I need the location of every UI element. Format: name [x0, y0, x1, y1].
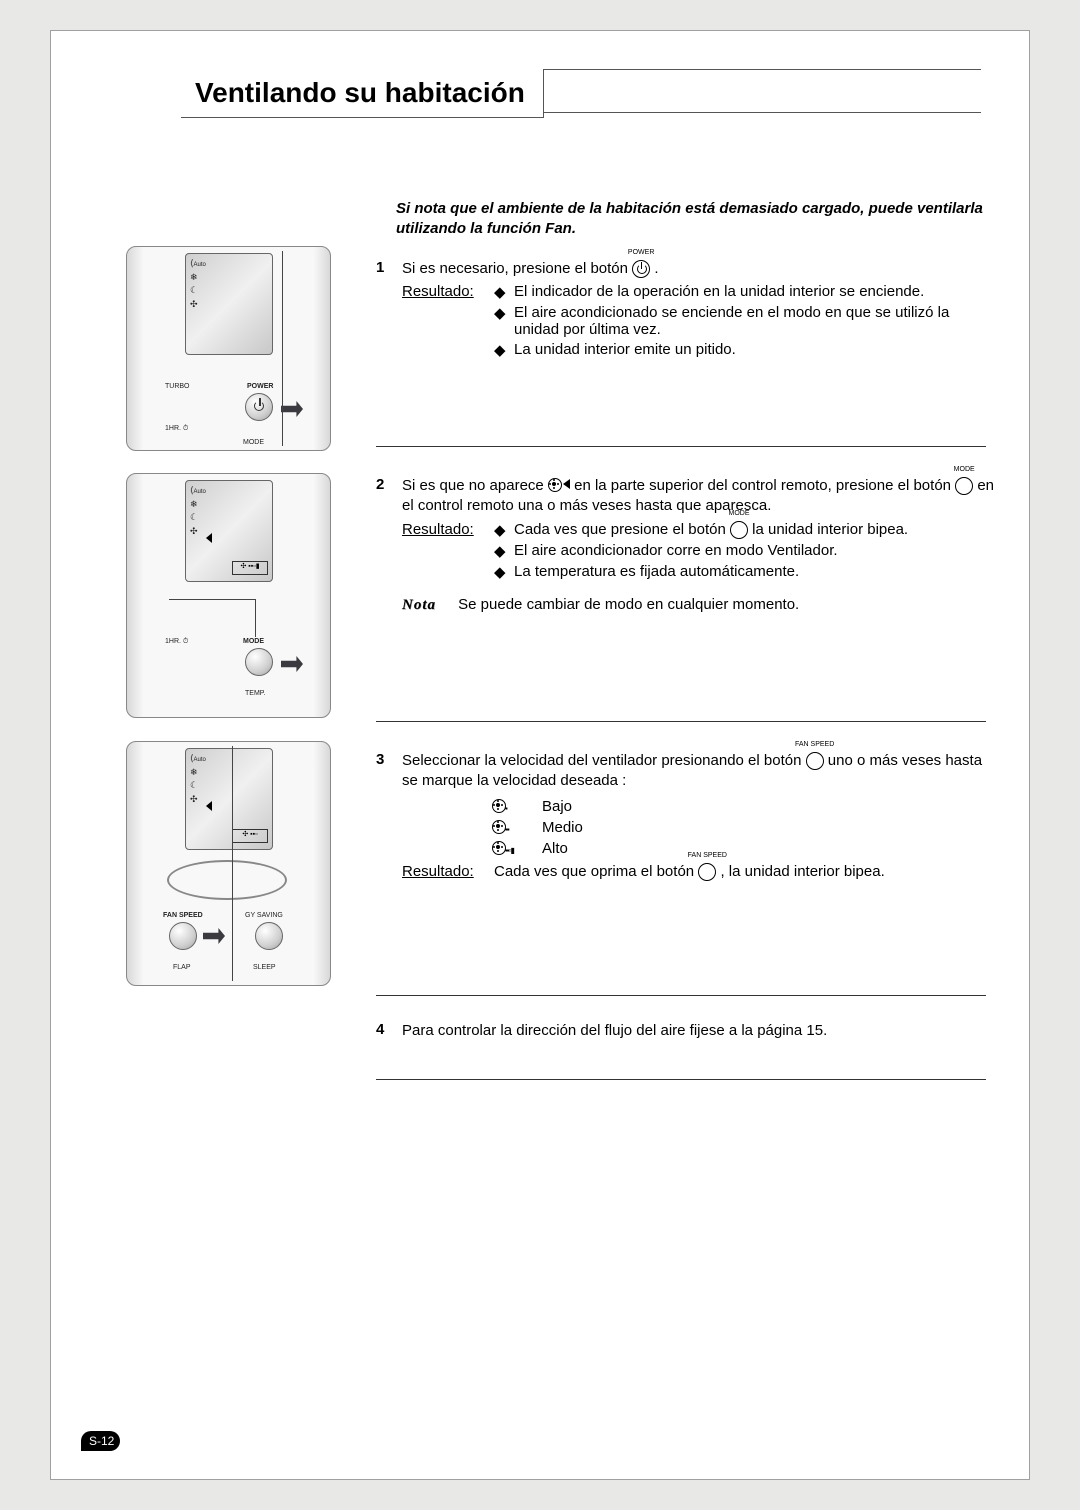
step-number: 3 [376, 751, 384, 768]
title-band: Ventilando su habitación [181, 69, 981, 113]
turbo-label: TURBO [165, 383, 190, 390]
step-number: 4 [376, 1021, 384, 1038]
fan-arrow-icon [548, 478, 570, 494]
result-text: Cada ves que oprima el botón FAN SPEED ,… [494, 863, 996, 881]
fanspeed-button-icon: FAN SPEED [806, 751, 824, 771]
page-number: S-12 [81, 1431, 120, 1451]
speed-label: Alto [542, 840, 568, 857]
diamond-bullet: ◆ [494, 563, 514, 581]
fanspeed-button-icon: FAN SPEED [698, 863, 716, 881]
screen-icons: ⟨Auto ❄ ☾ ✣ [190, 258, 206, 313]
screen-icons-2: ⟨Auto ❄ ☾ ✣ [190, 485, 206, 540]
speed-label: Medio [542, 819, 583, 836]
gysaving-button [255, 922, 283, 950]
screen-icons-3: ⟨Auto ❄ ☾ ✣ [190, 753, 206, 808]
sleep-label: SLEEP [253, 964, 276, 971]
nota-label: Nota [402, 597, 436, 613]
power-label: POWER [247, 383, 273, 390]
step-text: Seleccionar la velocidad del ventilador … [402, 752, 806, 769]
fan-high-icon: ▪▪▫▮ [492, 841, 514, 857]
bullet-text: Cada ves que presione el botón MODE la u… [514, 521, 996, 539]
divider [376, 1079, 986, 1080]
step-text: Para controlar la dirección del flujo de… [402, 1021, 996, 1041]
step-4: 4 Para controlar la dirección del flujo … [376, 1021, 996, 1041]
fan-med-icon: ▪▪ [492, 820, 514, 836]
step-2: 2 Si es que no aparece en la parte super… [376, 476, 996, 615]
remote-illustration-2: ⟨Auto ❄ ☾ ✣ ✣ ▪▪▫▮ 1HR. ⏱ MODE TEMP. [126, 473, 331, 718]
step-text: en la parte superior del control remoto,… [574, 477, 955, 494]
divider [376, 446, 986, 447]
step-text: Si es necesario, presione el botón [402, 260, 632, 277]
resultado-label: Resultado: [402, 863, 474, 880]
divider [376, 995, 986, 996]
power-button-icon: POWER [632, 259, 650, 279]
bullet-text: La temperatura es fijada automáticamente… [514, 563, 996, 581]
flap-label: FLAP [173, 964, 191, 971]
fanspeed-label: FAN SPEED [163, 912, 203, 919]
step-text: . [654, 260, 658, 277]
hr-label-2: 1HR. ⏱ [165, 638, 188, 646]
diamond-bullet: ◆ [494, 304, 514, 338]
power-button [245, 393, 273, 421]
resultado-label: Resultado: [402, 521, 474, 538]
bullet-text: La unidad interior emite un pitido. [514, 341, 996, 359]
page-title: Ventilando su habitación [181, 69, 544, 118]
mode-button-icon: MODE [955, 476, 973, 496]
step-number: 1 [376, 259, 384, 276]
diamond-bullet: ◆ [494, 521, 514, 539]
step-number: 2 [376, 476, 384, 493]
gysaving-label: GY SAVING [245, 912, 283, 919]
pointer-arrow-2 [281, 656, 303, 672]
temp-label: TEMP. [245, 690, 266, 697]
diamond-bullet: ◆ [494, 542, 514, 560]
diamond-bullet: ◆ [494, 341, 514, 359]
bullet-text: El aire acondicionador corre en modo Ven… [514, 542, 996, 560]
step-3: 3 Seleccionar la velocidad del ventilado… [376, 751, 996, 884]
step-text: Si es que no aparece [402, 477, 548, 494]
mode-label-2: MODE [243, 638, 264, 645]
bullet-text: El aire acondicionado se enciende en el … [514, 304, 996, 338]
remote-illustration-1: ⟨Auto ❄ ☾ ✣ TURBO POWER 1HR. ⏱ MODE [126, 246, 331, 451]
manual-page: Ventilando su habitación Si nota que el … [50, 30, 1030, 1480]
bullet-text: El indicador de la operación en la unida… [514, 283, 996, 301]
diamond-bullet: ◆ [494, 283, 514, 301]
pointer-arrow-3 [203, 928, 225, 944]
pointer-arrow [281, 401, 303, 417]
resultado-label: Resultado: [402, 283, 474, 300]
hr-label: 1HR. ⏱ [165, 425, 188, 433]
mode-label-1: MODE [243, 439, 264, 446]
step-1: 1 Si es necesario, presione el botón POW… [376, 259, 996, 362]
remote-illustration-3: ⟨Auto ❄ ☾ ✣ ✣ ▪▪▫ FAN SPEED GY SAVING FL… [126, 741, 331, 986]
divider [376, 721, 986, 722]
nota-text: Se puede cambiar de modo en cualquier mo… [458, 596, 799, 613]
speed-label: Bajo [542, 798, 572, 815]
mode-button-icon: MODE [730, 521, 748, 539]
fan-low-icon: ▪ [492, 799, 514, 815]
intro-text: Si nota que el ambiente de la habitación… [396, 199, 986, 240]
mode-button [245, 648, 273, 676]
fanspeed-button [169, 922, 197, 950]
